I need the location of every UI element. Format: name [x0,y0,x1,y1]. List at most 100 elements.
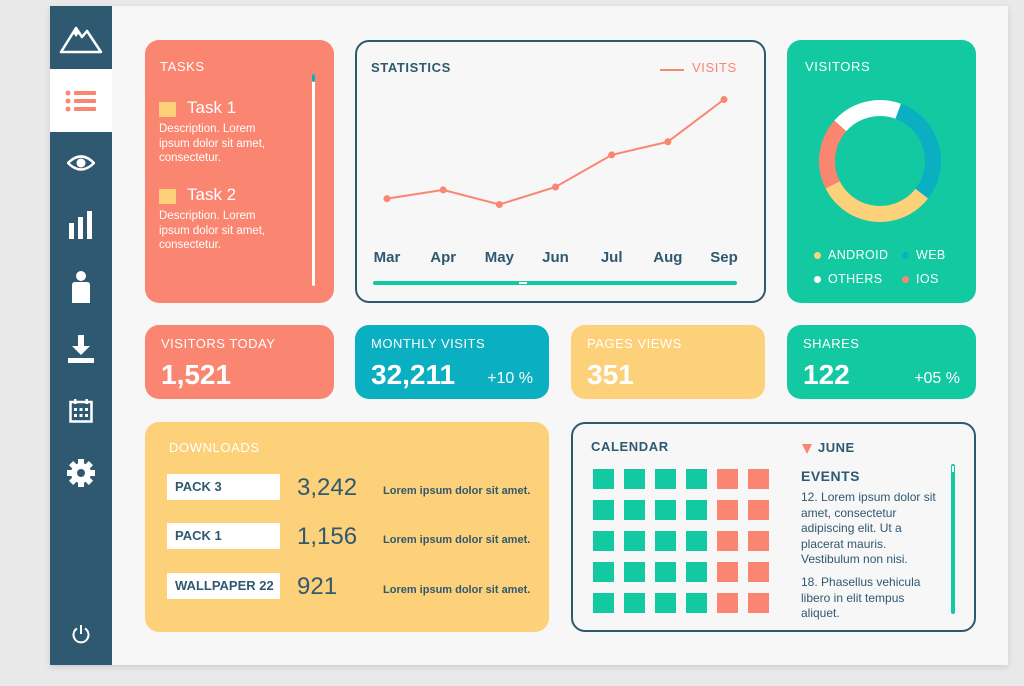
calendar-day[interactable] [717,593,738,613]
kpi-shares: SHARES 122 +05 % [787,325,976,399]
power-icon[interactable] [50,603,112,665]
sidebar [50,6,112,665]
calendar-day[interactable] [624,562,645,582]
calendar-day[interactable] [748,593,769,613]
kpi-value: 351 [587,359,634,390]
visitors-card: VISITORS ANDROID WEB OTHERS IOS [787,40,976,303]
tasks-scroll-thumb[interactable] [312,74,315,82]
bar-chart-icon[interactable] [50,194,112,256]
download-count: 3,242 [297,474,358,501]
donut-segment-ios[interactable] [809,90,951,232]
calendar-day[interactable] [748,562,769,582]
calendar-day[interactable] [624,469,645,489]
download-description: Lorem ipsum dolor sit amet. [383,534,531,546]
download-pack-button[interactable]: PACK 3 [167,474,280,500]
legend-others: OTHERS [814,272,883,286]
kpi-pages-views: PAGES VIEWS 351 [571,325,765,399]
calendar-day[interactable] [717,531,738,551]
calendar-day[interactable] [655,531,676,551]
calendar-day[interactable] [717,562,738,582]
calendar-day[interactable] [593,593,614,613]
statistics-title: STATISTICS [371,60,451,75]
data-point[interactable] [664,138,672,146]
calendar-title: CALENDAR [591,439,669,454]
data-point[interactable] [495,201,503,208]
kpi-label: MONTHLY VISITS [371,336,486,351]
legend-label: VISITS [692,60,737,75]
task-title[interactable]: Task 2 [187,185,237,204]
tasks-card: TASKS Task 1 Description. Lorem ipsum do… [145,40,334,303]
calendar-day[interactable] [686,500,707,520]
task-checkbox[interactable] [159,189,176,204]
download-pack-button[interactable]: PACK 1 [167,523,280,549]
data-point[interactable] [608,151,616,159]
kpi-label: VISITORS TODAY [161,336,276,351]
eye-icon[interactable] [50,132,112,194]
task-description: Description. Lorem ipsum dolor sit amet,… [159,210,266,251]
x-tick-label: Sep [710,249,738,266]
task-title[interactable]: Task 1 [187,98,237,117]
event-item: 18. Phasellus vehicula libero in elit te… [801,575,921,620]
donut-segment-others[interactable] [805,86,955,236]
calendar-day[interactable] [717,469,738,489]
calendar-day[interactable] [655,562,676,582]
calendar-day[interactable] [686,562,707,582]
visitors-title: VISITORS [805,59,871,74]
download-icon[interactable] [50,318,112,380]
kpi-visitors-today: VISITORS TODAY 1,521 [145,325,334,399]
month-selector[interactable]: JUNE [818,440,855,455]
kpi-value: 122 [803,359,850,390]
data-point[interactable] [439,186,447,194]
calendar-day[interactable] [686,531,707,551]
calendar-day[interactable] [624,593,645,613]
user-icon[interactable] [50,256,112,318]
calendar-day[interactable] [624,531,645,551]
calendar-icon[interactable] [50,380,112,442]
calendar-day[interactable] [593,469,614,489]
calendar-day[interactable] [655,593,676,613]
data-point[interactable] [383,195,391,203]
tasks-title: TASKS [160,59,205,74]
mountain-logo-icon[interactable] [50,6,112,69]
chart-scrollbar[interactable] [373,281,737,285]
events-scroll-thumb[interactable] [952,466,954,472]
kpi-monthly-visits: MONTHLY VISITS 32,211 +10 % [355,325,549,399]
statistics-card: STATISTICS VISITS Mar Apr May Jun Jul Aug Sep [355,40,766,303]
tasks-scrollbar[interactable] [312,74,315,286]
calendar-day[interactable] [748,531,769,551]
calendar-day[interactable] [593,531,614,551]
gear-icon[interactable] [50,442,112,504]
calendar-day[interactable] [748,469,769,489]
list-icon[interactable] [50,69,112,132]
kpi-delta: +05 % [914,370,960,387]
chart-scroll-handle[interactable] [519,282,527,284]
download-count: 921 [297,573,338,600]
calendar-day[interactable] [686,593,707,613]
kpi-value: 32,211 [371,359,456,390]
month-dropdown-arrow-icon[interactable] [802,444,812,454]
legend-line [660,69,684,71]
x-tick-label: Mar [373,249,401,266]
kpi-delta: +10 % [487,370,533,387]
calendar-day[interactable] [593,562,614,582]
calendar-day[interactable] [593,500,614,520]
x-tick-label: Aug [653,249,683,266]
download-pack-button[interactable]: WALLPAPER 22 [167,573,280,599]
events-title: EVENTS [801,468,861,484]
kpi-label: PAGES VIEWS [587,336,682,351]
calendar-day[interactable] [717,500,738,520]
x-tick-label: Jul [600,249,623,266]
data-point[interactable] [552,183,559,191]
events-scrollbar[interactable] [951,464,955,614]
task-checkbox[interactable] [159,102,176,117]
calendar-day[interactable] [686,469,707,489]
data-point[interactable] [720,96,728,103]
x-tick-label: Jun [542,249,569,266]
calendar-day[interactable] [748,500,769,520]
calendar-day[interactable] [624,500,645,520]
line-chart [383,96,728,208]
calendar-day[interactable] [655,469,676,489]
calendar-day[interactable] [655,500,676,520]
legend-android: ANDROID [814,248,888,262]
event-item: 12. Lorem ipsum dolor sit amet, consecte… [801,490,936,566]
